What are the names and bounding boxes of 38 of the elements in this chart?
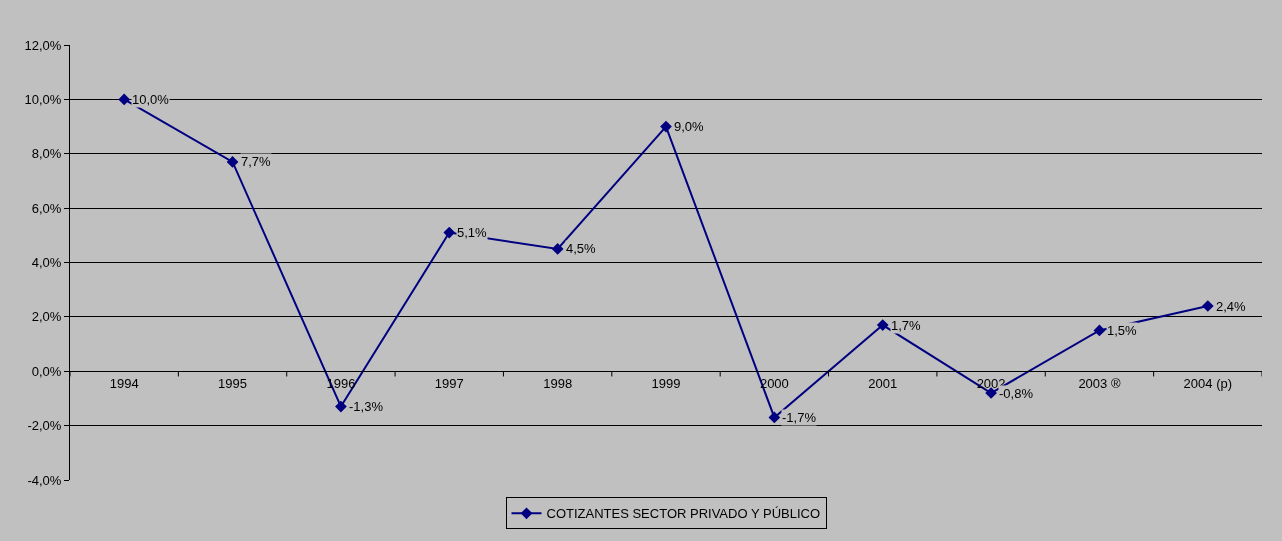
- data-label: -1,7%: [782, 410, 817, 425]
- data-label: 7,7%: [241, 154, 272, 169]
- point: [335, 400, 347, 413]
- data-label: 10,0%: [132, 92, 170, 107]
- data-label: 2,4%: [1216, 299, 1247, 314]
- data-label: -1,3%: [349, 399, 384, 414]
- x-tick-label: 1998: [543, 375, 573, 391]
- y-tick-label: 4,0%: [31, 255, 62, 271]
- point: [768, 411, 781, 424]
- x-tick-label: 2001: [868, 375, 898, 391]
- y-tick-label: -2,0%: [27, 418, 62, 434]
- y-tick-label: 12,0%: [24, 37, 62, 53]
- point: [443, 226, 456, 239]
- x-tick-label: 1994: [109, 375, 139, 391]
- y-tick-label: 6,0%: [31, 200, 62, 216]
- x-tick-label: 2004 (p): [1183, 375, 1233, 391]
- data-label: 5,1%: [457, 225, 488, 240]
- point: [1093, 324, 1106, 337]
- point: [118, 93, 131, 106]
- x-tick-label: 1995: [218, 375, 248, 391]
- legend-label: COTIZANTES SECTOR PRIVADO Y PÚBLICO: [546, 506, 821, 522]
- point: [876, 319, 889, 331]
- x-tick-label: 2003 ®: [1078, 375, 1121, 391]
- data-label: 4,5%: [566, 241, 597, 256]
- y-tick-label: -4,0%: [27, 472, 62, 488]
- y-tick-label: 8,0%: [31, 146, 62, 162]
- y-tick-label: 10,0%: [24, 91, 62, 107]
- y-tick-label: 0,0%: [31, 363, 62, 379]
- point: [226, 156, 239, 168]
- x-tick-label: 1997: [434, 375, 464, 391]
- data-label: 9,0%: [674, 119, 705, 134]
- x-tick-label: 1999: [651, 375, 681, 391]
- data-label: 1,7%: [891, 318, 922, 333]
- point: [660, 120, 672, 133]
- point: [1201, 300, 1214, 312]
- data-label: 1,5%: [1107, 323, 1138, 338]
- y-tick-label: 2,0%: [31, 309, 62, 325]
- point: [551, 243, 564, 255]
